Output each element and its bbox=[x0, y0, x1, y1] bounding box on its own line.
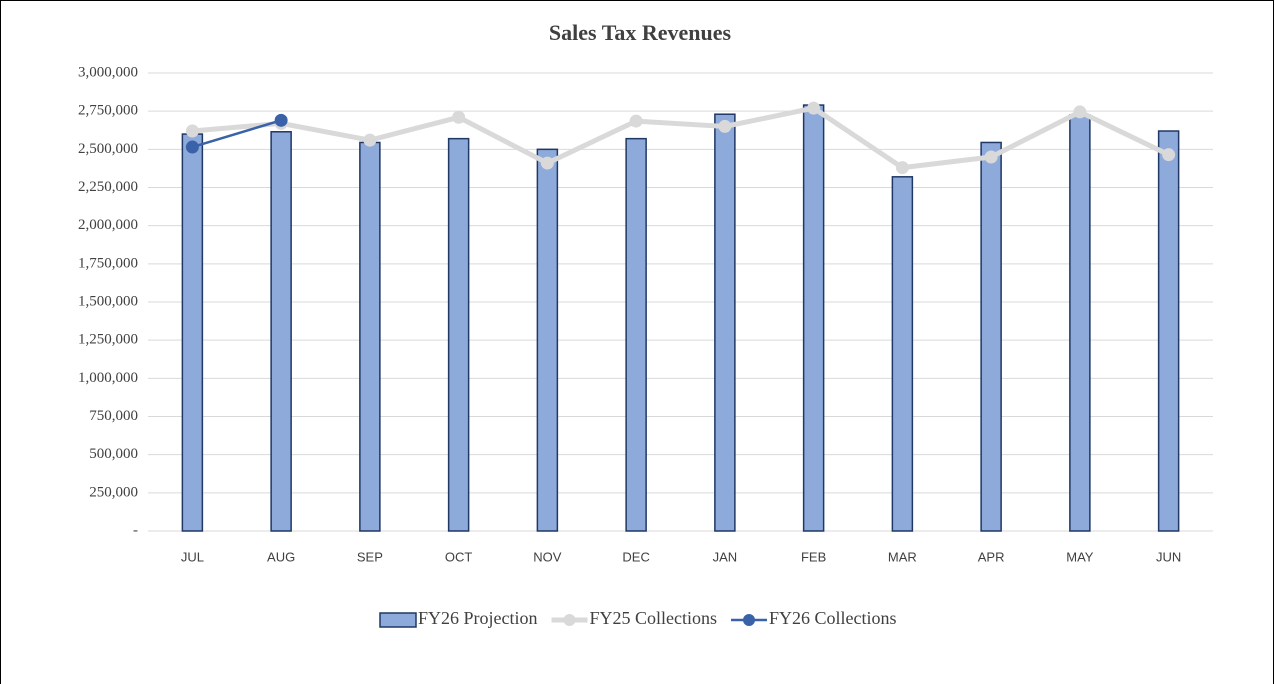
line-marker bbox=[540, 156, 554, 170]
line-marker bbox=[984, 150, 998, 164]
bar bbox=[1157, 130, 1180, 532]
y-tick-label: 1,000,000 bbox=[78, 370, 138, 386]
y-tick-label: 250,000 bbox=[89, 484, 138, 500]
line-marker bbox=[185, 124, 199, 138]
y-tick-label: 1,750,000 bbox=[78, 255, 138, 271]
y-tick-label: 2,500,000 bbox=[78, 141, 138, 157]
line-marker bbox=[452, 110, 466, 124]
x-tick-label: JAN bbox=[713, 549, 738, 564]
legend-swatch bbox=[379, 612, 417, 628]
line-marker bbox=[718, 119, 732, 133]
x-tick-label: MAR bbox=[888, 549, 917, 564]
line-marker bbox=[1073, 105, 1087, 119]
legend-swatch bbox=[563, 614, 576, 626]
line bbox=[192, 105, 1170, 171]
bar bbox=[270, 131, 292, 532]
bar bbox=[447, 137, 470, 532]
bar bbox=[625, 137, 647, 532]
line-marker bbox=[274, 113, 288, 127]
bar bbox=[181, 133, 204, 532]
bar bbox=[1069, 114, 1091, 532]
chart-title: Sales Tax Revenues bbox=[549, 20, 732, 45]
y-tick-label: 2,000,000 bbox=[78, 217, 138, 233]
x-tick-label: OCT bbox=[445, 549, 473, 564]
x-tick-label: DEC bbox=[622, 549, 649, 564]
bar bbox=[802, 104, 825, 532]
line-marker bbox=[629, 114, 643, 128]
x-tick-label: AUG bbox=[267, 549, 295, 564]
x-tick-label: MAY bbox=[1066, 549, 1094, 564]
legend-label: FY25 Collections bbox=[590, 608, 718, 628]
legend-label: FY26 Projection bbox=[418, 608, 538, 628]
y-tick-label: 1,500,000 bbox=[78, 293, 138, 309]
line-marker bbox=[185, 140, 199, 154]
y-tick-label: 750,000 bbox=[89, 408, 138, 424]
x-tick-label: JUN bbox=[1156, 549, 1181, 564]
bar bbox=[891, 176, 914, 532]
bar bbox=[980, 141, 1002, 532]
bar bbox=[714, 113, 736, 532]
y-tick-label: 2,250,000 bbox=[78, 179, 138, 195]
legend-label: FY26 Collections bbox=[769, 608, 897, 628]
line-marker bbox=[1162, 148, 1176, 162]
bar bbox=[359, 141, 381, 532]
line bbox=[192, 119, 282, 149]
x-tick-label: NOV bbox=[533, 549, 562, 564]
line-marker bbox=[895, 161, 909, 175]
bar bbox=[536, 148, 559, 532]
legend-swatch bbox=[743, 614, 756, 626]
line-marker bbox=[363, 133, 377, 147]
y-tick-label: 1,250,000 bbox=[78, 332, 138, 348]
y-tick-label: 500,000 bbox=[89, 446, 138, 462]
x-tick-label: APR bbox=[978, 549, 1005, 564]
x-tick-label: SEP bbox=[357, 549, 383, 564]
x-tick-label: FEB bbox=[801, 549, 826, 564]
x-tick-label: JUL bbox=[181, 549, 204, 564]
line-marker bbox=[807, 101, 821, 115]
y-tick-label: - bbox=[133, 522, 138, 538]
y-tick-label: 2,750,000 bbox=[78, 103, 138, 119]
y-tick-label: 3,000,000 bbox=[78, 64, 138, 80]
